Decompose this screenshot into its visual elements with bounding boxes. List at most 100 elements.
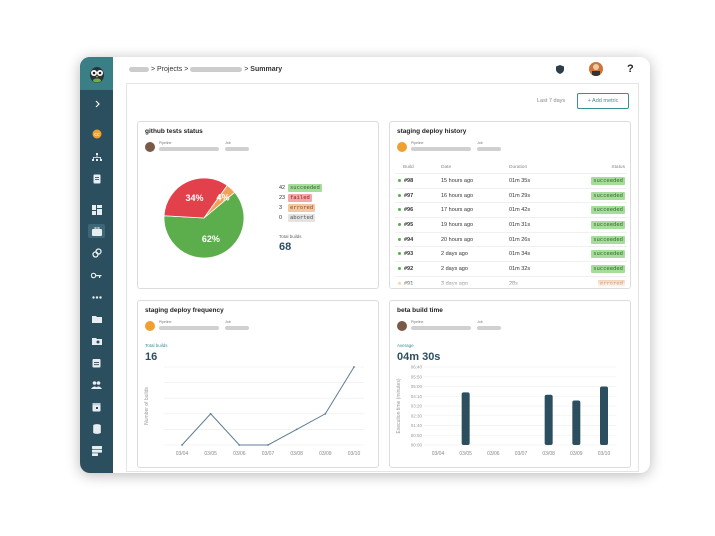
x-tick-label: 03/04 — [432, 451, 445, 457]
card-title: beta build time — [397, 307, 443, 314]
status-dot-icon — [398, 178, 401, 182]
server-icon[interactable] — [88, 444, 105, 458]
pipeline-avatar-icon — [397, 142, 407, 152]
help-icon[interactable]: ? — [627, 63, 634, 75]
build-date: 16 hours ago — [441, 187, 509, 203]
database-icon[interactable] — [88, 422, 105, 436]
build-status: succeeded — [579, 231, 627, 247]
x-tick-label: 03/06 — [487, 451, 500, 457]
table-row[interactable]: #95 19 hours ago 01m 31s succeeded — [395, 217, 627, 233]
bar[interactable] — [572, 400, 581, 445]
data-point[interactable] — [238, 444, 241, 446]
y-tick-label: 05:00 — [411, 384, 423, 389]
svg-text:cc: cc — [94, 132, 100, 138]
pie-slice-label: 4% — [217, 192, 230, 202]
legend-item: 42 succeeded — [279, 184, 322, 192]
x-tick-label: 03/08 — [542, 451, 555, 457]
shield-icon[interactable] — [556, 65, 564, 76]
y-tick-label: 05:50 — [411, 374, 423, 379]
breadcrumb-org[interactable] — [129, 66, 149, 72]
data-point[interactable] — [209, 412, 212, 415]
pie-slice[interactable] — [203, 184, 236, 219]
beta-build-time-card: beta build time Pipeline Job Average 04m… — [389, 300, 631, 468]
build-number[interactable]: #96 — [395, 202, 441, 218]
folder-icon[interactable] — [88, 312, 105, 326]
data-point[interactable] — [181, 444, 183, 446]
chevron-right-icon[interactable] — [88, 97, 105, 111]
status-badge: succeeded — [591, 220, 625, 229]
build-number[interactable]: #98 — [395, 173, 441, 189]
total-builds-label: Total builds — [279, 234, 302, 239]
table-row[interactable]: #98 15 hours ago 01m 35s succeeded — [395, 173, 627, 189]
users-icon[interactable] — [88, 378, 105, 392]
status-badge: succeeded — [591, 235, 625, 244]
total-builds-value: 16 — [145, 351, 158, 363]
build-history-table: Build Date Duration Status #98 15 hours a… — [395, 164, 627, 288]
data-point[interactable] — [324, 412, 327, 415]
pipeline-name — [159, 326, 219, 330]
bar[interactable] — [600, 386, 608, 445]
data-point[interactable] — [267, 444, 269, 446]
bar[interactable] — [544, 394, 553, 445]
job-label: Job — [225, 141, 231, 145]
period-selector[interactable]: Last 7 days — [537, 98, 566, 104]
bug-icon[interactable]: cc — [88, 127, 105, 141]
calendar-icon[interactable] — [88, 400, 105, 414]
legend-item: 0 aborted — [279, 214, 316, 222]
key-icon[interactable] — [88, 268, 105, 282]
y-axis-label: Execution time (minutes) — [396, 378, 402, 433]
deploy-frequency-card: staging deploy frequency Pipeline Job To… — [137, 300, 379, 468]
y-tick-label: 02:30 — [411, 413, 423, 418]
calendar-list-icon[interactable] — [88, 356, 105, 370]
table-row[interactable]: #94 20 hours ago 01m 26s succeeded — [395, 231, 627, 247]
status-badge: succeeded — [591, 191, 625, 200]
build-date: 15 hours ago — [441, 173, 509, 189]
breadcrumb-projects[interactable]: Projects — [157, 66, 183, 73]
build-date: 17 hours ago — [441, 202, 509, 218]
sitemap-icon[interactable] — [88, 150, 105, 164]
x-tick-label: 03/10 — [348, 451, 361, 457]
document-icon[interactable] — [88, 172, 105, 186]
table-row[interactable]: #96 17 hours ago 01m 42s succeeded — [395, 202, 627, 218]
build-date: 20 hours ago — [441, 231, 509, 247]
build-status: succeeded — [579, 261, 627, 277]
pie-slice[interactable] — [163, 177, 228, 219]
briefcase-icon[interactable] — [88, 224, 105, 238]
build-number[interactable]: #95 — [395, 217, 441, 233]
job-name — [477, 147, 501, 151]
y-tick-label: 04:10 — [411, 394, 423, 399]
breadcrumb-project[interactable] — [190, 66, 243, 72]
status-badge: succeeded — [591, 206, 625, 215]
folder-settings-icon[interactable] — [88, 334, 105, 348]
x-tick-label: 03/06 — [233, 451, 246, 457]
breadcrumb-sep: > — [244, 66, 249, 73]
succeeded-badge: succeeded — [288, 184, 322, 192]
breadcrumb-summary: Summary — [250, 66, 283, 73]
data-point[interactable] — [295, 428, 298, 431]
pipeline-label: Pipeline — [411, 141, 424, 145]
x-tick-label: 03/09 — [319, 451, 332, 457]
table-row[interactable]: #97 16 hours ago 01m 29s succeeded — [395, 187, 627, 203]
link-icon[interactable] — [88, 246, 105, 260]
x-tick-label: 03/07 — [515, 451, 528, 457]
build-duration: 01m 42s — [509, 202, 579, 218]
bar[interactable] — [461, 392, 470, 445]
data-point[interactable] — [353, 366, 355, 368]
logo[interactable] — [80, 57, 113, 90]
dots-icon[interactable] — [88, 290, 105, 304]
dashboard-icon[interactable] — [88, 203, 105, 217]
build-number[interactable]: #92 — [395, 261, 441, 277]
status-badge: succeeded — [591, 264, 625, 273]
table-row[interactable]: #92 2 days ago 01m 32s succeeded — [395, 261, 627, 277]
avatar[interactable] — [589, 62, 603, 76]
pie-slice[interactable] — [163, 191, 245, 259]
build-status: succeeded — [579, 173, 627, 189]
add-metric-button[interactable]: + Add metric — [577, 93, 629, 109]
github-tests-card: github tests status Pipeline Job 62% 34% 4… — [137, 121, 379, 289]
build-number[interactable]: #93 — [395, 246, 441, 262]
build-number[interactable]: #97 — [395, 187, 441, 203]
pie-slice-label: 62% — [202, 234, 220, 244]
table-row[interactable]: #93 2 days ago 01m 34s succeeded — [395, 246, 627, 262]
average-value: 04m 30s — [397, 351, 441, 363]
build-number[interactable]: #94 — [395, 231, 441, 247]
